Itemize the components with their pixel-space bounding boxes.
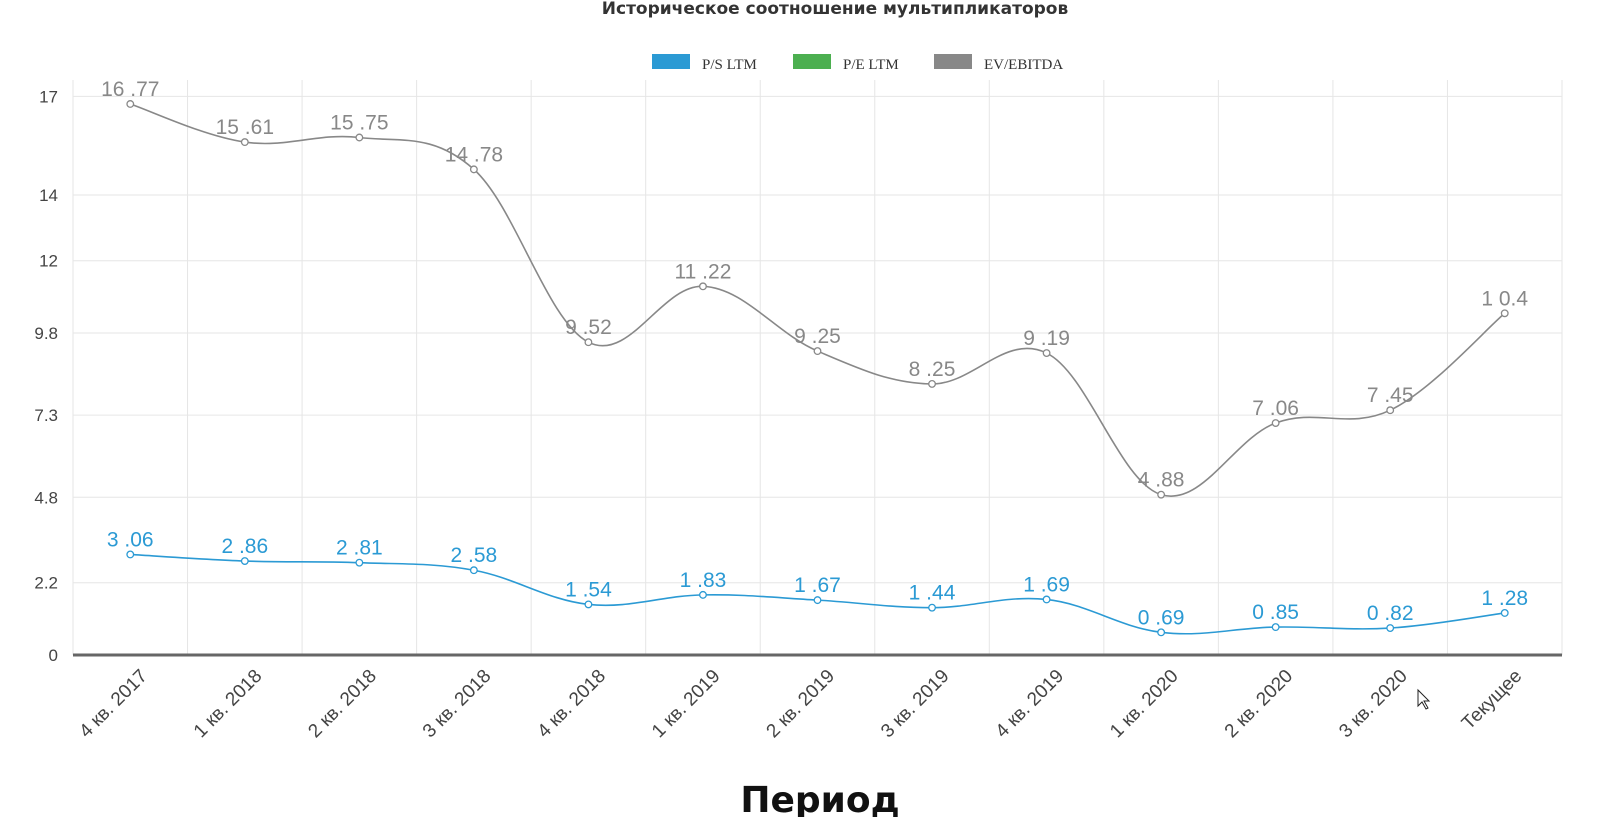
y-tick-label: 14 bbox=[39, 186, 58, 205]
legend-label: EV/EBITDA bbox=[984, 57, 1063, 73]
p-s-ltm-data-label: 3 .06 bbox=[107, 528, 154, 551]
x-tick-label: 2 кв. 2019 bbox=[763, 666, 839, 742]
legend-label: P/E LTM bbox=[843, 57, 899, 73]
ev-ebitda-point bbox=[584, 338, 593, 347]
ev-ebitda-point bbox=[813, 347, 822, 356]
x-tick-label: 2 кв. 2020 bbox=[1221, 666, 1297, 742]
p-s-ltm-data-label: 2 .81 bbox=[336, 537, 383, 560]
ev-ebitda-point bbox=[1500, 309, 1509, 318]
ev-ebitda-data-label: 9 .19 bbox=[1023, 327, 1070, 350]
ev-ebitda-point bbox=[1042, 349, 1051, 357]
y-tick-label: 9.8 bbox=[34, 324, 58, 343]
ev-ebitda-point bbox=[240, 138, 249, 147]
y-tick-label: 17 bbox=[39, 87, 58, 106]
p-s-ltm-data-label: 1 .28 bbox=[1481, 587, 1528, 610]
ev-ebitda-data-label: 15 .61 bbox=[216, 116, 274, 139]
p-s-ltm-data-label: 0 .85 bbox=[1252, 601, 1299, 624]
p-s-ltm-point bbox=[584, 600, 593, 609]
ev-ebitda-point bbox=[1157, 490, 1166, 499]
ev-ebitda-point bbox=[1386, 406, 1395, 415]
p-s-ltm-point bbox=[1386, 624, 1395, 633]
p-s-ltm-point bbox=[1271, 623, 1280, 632]
x-tick-label: Текущее bbox=[1458, 666, 1526, 734]
ev-ebitda-point bbox=[469, 165, 478, 174]
x-tick-label: 1 кв. 2018 bbox=[190, 666, 266, 742]
p-s-ltm-data-label: 1 .83 bbox=[680, 569, 727, 592]
x-tick-label: 3 кв. 2019 bbox=[877, 666, 953, 742]
ev-ebitda-point bbox=[928, 379, 936, 388]
p-s-ltm-data-label: 0 .69 bbox=[1138, 606, 1185, 629]
legend-swatch bbox=[652, 54, 690, 69]
y-tick-label: 4.8 bbox=[34, 488, 58, 507]
y-tick-label: 7.3 bbox=[34, 406, 58, 425]
ev-ebitda-line bbox=[130, 103, 1506, 497]
p-s-ltm-point bbox=[699, 590, 707, 599]
x-axis-title: Период bbox=[740, 780, 899, 817]
ev-ebitda-data-label: 8 .25 bbox=[909, 358, 956, 381]
chart-series bbox=[126, 100, 1509, 637]
ev-ebitda-data-label: 16 .77 bbox=[101, 78, 159, 101]
legend-item: P/S LTM bbox=[652, 54, 757, 73]
p-s-ltm-point bbox=[928, 603, 936, 612]
ev-ebitda-point bbox=[699, 282, 707, 291]
ev-ebitda-data-label: 9 .25 bbox=[794, 325, 841, 348]
p-s-ltm-point bbox=[469, 566, 478, 575]
x-tick-label: 4 кв. 2019 bbox=[992, 666, 1068, 742]
x-tick-label: 1 кв. 2020 bbox=[1106, 666, 1182, 742]
p-s-ltm-point bbox=[1157, 628, 1166, 637]
x-tick-label: 3 кв. 2018 bbox=[419, 666, 495, 742]
y-tick-label: 12 bbox=[39, 252, 58, 271]
legend-swatch bbox=[793, 54, 831, 69]
ev-ebitda-data-label: 11 .22 bbox=[675, 260, 732, 283]
p-s-ltm-data-label: 0 .82 bbox=[1367, 602, 1414, 625]
ev-ebitda-data-label: 7 .06 bbox=[1252, 397, 1299, 420]
x-tick-label: 2 кв. 2018 bbox=[304, 666, 380, 742]
p-s-ltm-data-label: 1 .44 bbox=[909, 582, 956, 605]
mouse-cursor-icon bbox=[1417, 688, 1431, 710]
p-s-ltm-point bbox=[813, 596, 822, 605]
legend-swatch bbox=[934, 54, 972, 69]
x-tick-label: 3 кв. 2020 bbox=[1335, 666, 1411, 742]
ev-ebitda-data-label: 7 .45 bbox=[1367, 384, 1414, 407]
chart-grid bbox=[72, 80, 1563, 656]
ev-ebitda-data-label: 4 .88 bbox=[1138, 469, 1185, 492]
legend-item: EV/EBITDA bbox=[934, 54, 1063, 73]
ev-ebitda-point bbox=[1271, 419, 1280, 427]
p-s-ltm-point bbox=[126, 550, 135, 559]
y-tick-label: 2.2 bbox=[34, 574, 58, 593]
p-s-ltm-data-label: 2 .58 bbox=[451, 544, 498, 567]
x-tick-label: 4 кв. 2017 bbox=[75, 666, 151, 742]
p-s-ltm-data-label: 2 .86 bbox=[221, 535, 268, 558]
x-tick-label: 1 кв. 2019 bbox=[648, 666, 724, 742]
ev-ebitda-data-label: 1 0.4 bbox=[1481, 287, 1528, 310]
x-tick-label: 4 кв. 2018 bbox=[534, 666, 610, 742]
p-s-ltm-point bbox=[355, 558, 364, 567]
ev-ebitda-data-label: 15 .75 bbox=[330, 112, 388, 135]
legend-item: P/E LTM bbox=[793, 54, 899, 73]
ev-ebitda-point bbox=[126, 100, 135, 108]
p-s-ltm-point bbox=[240, 557, 249, 565]
chart-data-labels: 3 .06 2 .86 2 .81 2 .58 1 .54 1 .83 1 .67 1 .44… bbox=[101, 78, 1528, 629]
p-s-ltm-data-label: 1 .54 bbox=[565, 578, 612, 601]
p-s-ltm-data-label: 1 .69 bbox=[1023, 573, 1070, 596]
chart-title: Историческое соотношение мультипликаторо… bbox=[602, 0, 1069, 19]
ev-ebitda-data-label: 9 .52 bbox=[565, 316, 612, 339]
chart-legend: P/S LTM P/E LTM EV/EBITDA bbox=[652, 54, 1063, 73]
legend-label: P/S LTM bbox=[702, 57, 757, 73]
y-tick-label: 0 bbox=[49, 646, 58, 665]
p-s-ltm-data-label: 1 .67 bbox=[794, 574, 841, 597]
ev-ebitda-data-label: 14 .78 bbox=[445, 143, 503, 166]
p-s-ltm-point bbox=[1042, 595, 1051, 604]
p-s-ltm-point bbox=[1500, 608, 1509, 617]
ev-ebitda-point bbox=[355, 133, 364, 142]
